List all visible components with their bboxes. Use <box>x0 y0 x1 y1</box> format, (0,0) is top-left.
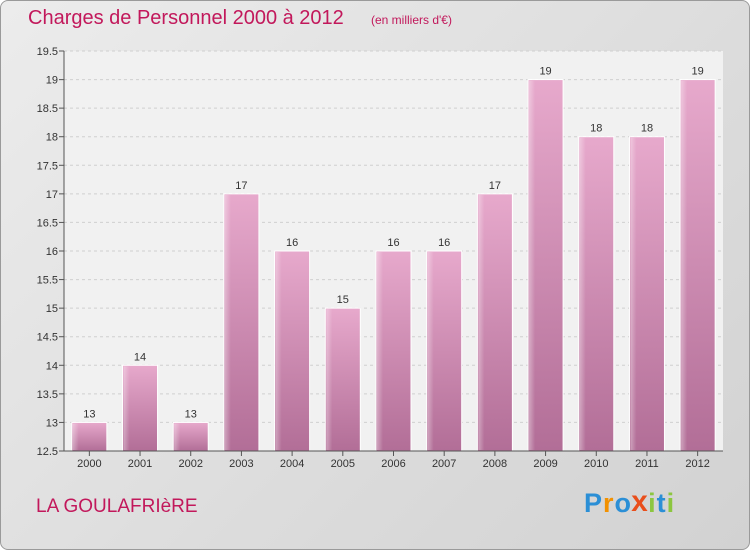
place-name: LA GOULAFRIèRE <box>36 496 198 517</box>
proxiti-logo: Proxiti <box>584 484 676 519</box>
logo-letter: P <box>584 488 604 518</box>
bar-value-label: 18 <box>590 123 602 135</box>
bar <box>274 250 311 452</box>
x-tick-label: 2009 <box>533 458 557 470</box>
bar <box>223 193 260 452</box>
x-tick-label: 2008 <box>483 458 507 470</box>
y-tick-label: 19.5 <box>37 46 58 58</box>
bar-highlight <box>630 137 637 450</box>
bar <box>628 136 665 452</box>
logo-letter: r <box>603 488 615 518</box>
bar-value-label: 18 <box>641 123 653 135</box>
x-tick-label: 2002 <box>178 458 202 470</box>
y-tick-label: 16.5 <box>37 217 58 229</box>
y-tick-label: 18.5 <box>37 103 58 115</box>
bar <box>426 250 463 452</box>
bar <box>476 193 513 452</box>
bar <box>578 136 615 452</box>
bar-value-label: 17 <box>235 180 247 192</box>
bar-highlight <box>326 309 333 450</box>
y-tick-label: 14.5 <box>37 332 58 344</box>
y-tick-label: 15.5 <box>37 275 58 287</box>
bar-highlight <box>123 366 130 450</box>
bar-highlight <box>377 252 383 450</box>
logo-letter: i <box>666 488 676 518</box>
x-tick-label: 2010 <box>584 458 608 470</box>
bar <box>122 364 159 452</box>
bar-highlight <box>275 252 282 450</box>
x-tick-label: 2011 <box>635 458 659 470</box>
bar-highlight <box>72 423 79 450</box>
logo-letter: t <box>656 488 667 518</box>
bar-value-label: 14 <box>134 351 146 363</box>
y-axis: 12.5 13 13.5 14 14.5 15 15.5 16 16.5 17 17.5 18 18.5… <box>37 46 65 458</box>
y-tick-label: 13 <box>46 417 58 429</box>
logo-letter: o <box>614 488 633 518</box>
y-tick-label: 15 <box>46 303 58 315</box>
y-tick-label: 14 <box>46 360 58 372</box>
bar-highlight <box>478 194 485 450</box>
x-tick-label: 2007 <box>432 458 456 470</box>
bar <box>324 307 361 452</box>
logo-letter: i <box>648 488 657 518</box>
chart-title: Charges de Personnel 2000 à 2012 <box>28 7 344 29</box>
y-tick-label: 17 <box>46 189 58 201</box>
y-tick-label: 16 <box>46 246 58 258</box>
x-tick-label: 2005 <box>331 458 355 470</box>
x-tick-label: 2006 <box>381 458 405 470</box>
bar-highlight <box>681 80 688 451</box>
bar <box>527 79 564 452</box>
bar-highlight <box>224 194 231 450</box>
bar-value-label: 19 <box>539 66 551 78</box>
bar-value-label: 19 <box>692 66 704 78</box>
x-tick-label: 2001 <box>128 458 152 470</box>
y-tick-label: 17.5 <box>37 160 58 172</box>
y-tick-label: 18 <box>46 132 58 144</box>
bar-value-label: 16 <box>387 237 399 249</box>
bar <box>375 250 412 452</box>
y-tick-label: 19 <box>46 75 58 87</box>
y-tick-label: 12.5 <box>37 446 58 458</box>
y-tick-label: 13.5 <box>37 389 58 401</box>
bar <box>71 421 108 452</box>
bar-highlight <box>579 137 586 450</box>
bar-value-label: 16 <box>438 237 450 249</box>
logo-letter: x <box>631 484 649 518</box>
x-tick-label: 2012 <box>685 458 709 470</box>
bar <box>679 79 716 452</box>
x-tick-label: 2000 <box>77 458 101 470</box>
chart-unit: (en milliers d'€) <box>371 13 452 27</box>
bar-value-label: 17 <box>489 180 501 192</box>
x-tick-label: 2004 <box>280 458 304 470</box>
bar-highlight <box>427 252 434 450</box>
bars: 13 14 13 17 16 15 16 16 17 19 18 18 19 <box>71 66 716 452</box>
bar <box>172 421 209 452</box>
bar-value-label: 13 <box>185 408 197 420</box>
bar-value-label: 13 <box>83 408 95 420</box>
bar-value-label: 15 <box>337 294 349 306</box>
bar-value-label: 16 <box>286 237 298 249</box>
x-tick-label: 2003 <box>229 458 253 470</box>
x-axis: 2000 2001 2002 2003 2004 2005 2006 2007 2008 2009… <box>64 450 723 470</box>
bar-highlight <box>174 423 181 450</box>
bar-highlight <box>529 80 536 451</box>
